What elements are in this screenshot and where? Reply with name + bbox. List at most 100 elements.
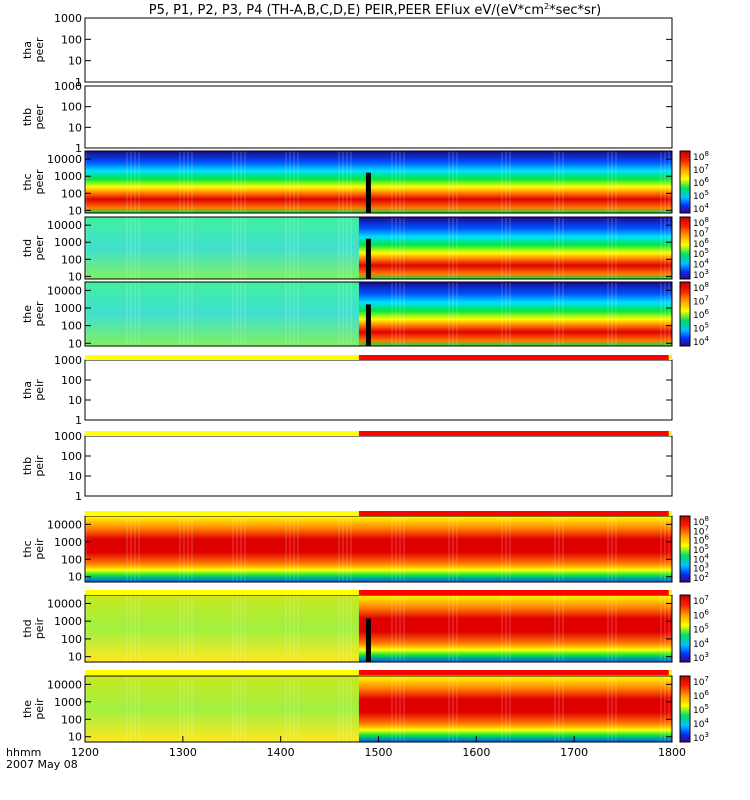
spectrogram-streak (399, 676, 401, 742)
colorbar-label: 105 (693, 189, 709, 202)
spectrogram-streak (558, 595, 560, 662)
y-tick-label: 1000 (54, 615, 82, 628)
y-tick-label: 1000 (54, 696, 82, 709)
spectrogram-streak (183, 282, 185, 346)
spectrogram-streak (660, 516, 662, 582)
y-tick-label: 1000 (54, 354, 82, 367)
spectrogram-streak (130, 676, 132, 742)
data-gap-mark (365, 618, 371, 662)
y-tick-label: 10 (68, 651, 82, 664)
spectrogram-streak (660, 282, 662, 346)
spectrogram-streak (285, 151, 287, 213)
y-tick-label: 10000 (47, 153, 82, 166)
spectrogram-streak (126, 282, 128, 346)
spectrogram-streak (452, 676, 454, 742)
colorbar-label: 102 (693, 571, 709, 584)
panel-tha_peer: 1000 100 10 1 tha peer (21, 12, 673, 89)
spectrogram-streak (297, 595, 299, 662)
spectrogram-streak (134, 516, 136, 582)
spectrogram-active (358, 217, 672, 279)
spectrogram-streak (391, 516, 393, 582)
spectrogram-streak (501, 516, 503, 582)
x-tick-label: 1500 (365, 746, 393, 759)
spectrogram-streak (558, 217, 560, 279)
y-axis-label-species: peer (33, 235, 46, 261)
spectrogram-streak (554, 676, 556, 742)
spectrogram-streak (138, 282, 140, 346)
colorbar (679, 594, 691, 663)
spectrogram-streak (179, 217, 181, 279)
spectrogram-streak (505, 595, 507, 662)
spectrogram-streak (350, 151, 352, 213)
spectrogram-streak (558, 676, 560, 742)
spectrogram-streak (85, 516, 87, 582)
status-bar-after (358, 355, 669, 360)
spectrogram-streak (452, 595, 454, 662)
spectrogram-streak (664, 217, 666, 279)
spectrogram-streak (187, 516, 189, 582)
colorbar-label: 103 (693, 651, 709, 664)
spectrogram-streak (338, 282, 340, 346)
y-axis-label-species: peir (33, 698, 46, 720)
x-axis-label-hhmm: hhmm (6, 746, 41, 759)
spectrogram-streak (297, 151, 299, 213)
spectrogram-streak (554, 151, 556, 213)
spectrogram-streak (509, 151, 511, 213)
y-tick-label: 100 (61, 187, 82, 200)
y-tick-label: 1000 (54, 170, 82, 183)
spectrogram-streak (236, 151, 238, 213)
colorbar-label: 104 (693, 637, 709, 650)
spectrogram-streak (562, 516, 564, 582)
spectrogram-streak (289, 516, 291, 582)
colorbar-label: 107 (693, 226, 709, 239)
spectrogram-streak (558, 516, 560, 582)
y-tick-label: 1 (75, 76, 82, 89)
panel-frame (84, 281, 673, 347)
spectrogram-streak (126, 516, 128, 582)
colorbar (679, 150, 691, 214)
spectrogram-streak (399, 151, 401, 213)
y-axis-label-species: peer (33, 301, 46, 327)
spectrogram-streak (232, 676, 234, 742)
status-bar-after (358, 590, 669, 595)
y-axis-label-species: peer (33, 104, 46, 130)
colorbar-label: 104 (693, 202, 709, 215)
spectrogram-streak (126, 676, 128, 742)
spectrogram-streak (338, 217, 340, 279)
spectrogram-streak (85, 151, 87, 213)
x-tick-label: 1200 (71, 746, 99, 759)
spectrogram-streak (85, 676, 87, 742)
spectrogram-streak (562, 595, 564, 662)
spectrogram-streak (187, 217, 189, 279)
spectrogram-streak (615, 282, 617, 346)
colorbar-label: 106 (693, 608, 709, 621)
panel-frame (84, 85, 673, 149)
spectrogram-streak (232, 151, 234, 213)
spectrogram-streak (403, 676, 405, 742)
spectrogram-streak (285, 217, 287, 279)
spectrogram-streak (562, 282, 564, 346)
spectrogram-streak (240, 217, 242, 279)
spectrogram-streak (615, 217, 617, 279)
spectrogram-streak (134, 595, 136, 662)
spectrogram-streak (611, 595, 613, 662)
y-tick-label: 1 (75, 142, 82, 155)
spectrogram-streak (509, 217, 511, 279)
spectrogram-streak (395, 282, 397, 346)
spectrogram-streak (607, 217, 609, 279)
y-tick-label: 10000 (47, 518, 82, 531)
spectrogram-streak (403, 282, 405, 346)
spectrogram-streak (391, 595, 393, 662)
spectrogram-streak (285, 595, 287, 662)
spectrogram-streak (456, 516, 458, 582)
colorbar-label: 105 (693, 543, 709, 556)
spectrogram-streak (664, 282, 666, 346)
spectrogram-streak (668, 151, 670, 213)
spectrogram-streak (187, 282, 189, 346)
spectrogram-streak (448, 282, 450, 346)
spectrogram-streak (607, 151, 609, 213)
